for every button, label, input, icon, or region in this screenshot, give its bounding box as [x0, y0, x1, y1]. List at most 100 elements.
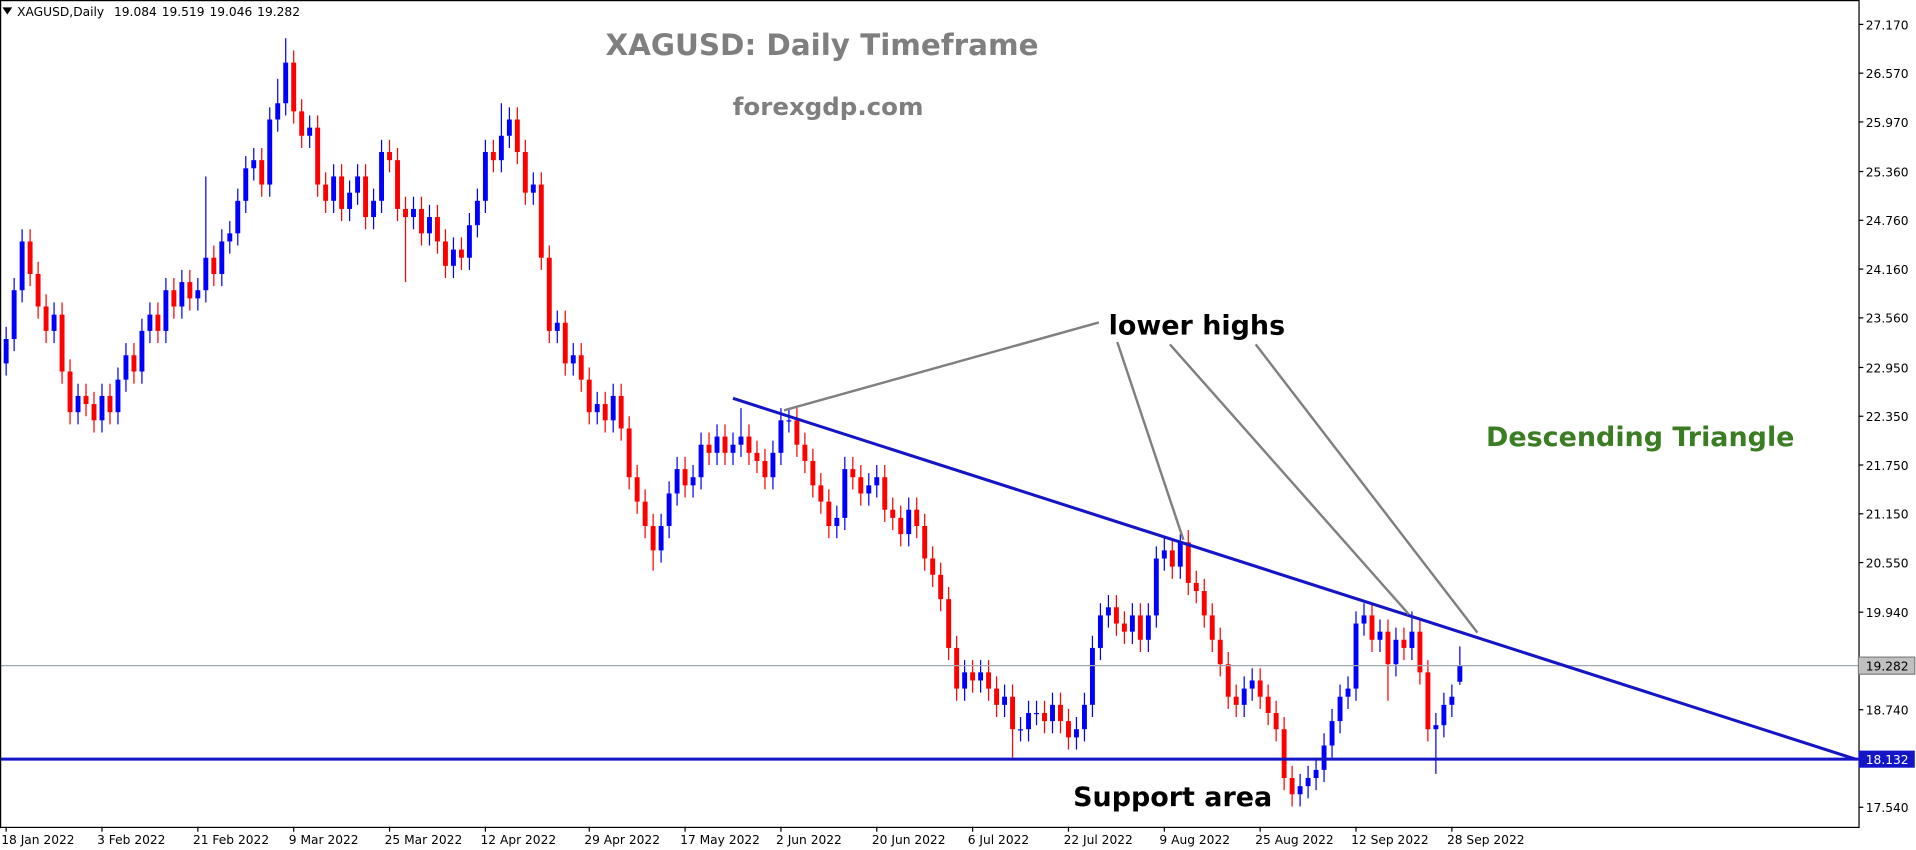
candle-body: [1097, 615, 1103, 648]
candle-body: [762, 460, 768, 478]
candle-body: [1193, 582, 1199, 592]
y-tick-label: 24.760: [1866, 214, 1909, 228]
candle-body: [83, 395, 89, 405]
candle-body: [163, 290, 169, 331]
x-tick-label: 20 Jun 2022: [872, 833, 946, 847]
candle-body: [458, 249, 464, 258]
y-tick-label: 21.150: [1866, 508, 1909, 522]
candle-body: [123, 355, 129, 380]
candle-body: [1121, 623, 1127, 632]
candle-body: [1313, 769, 1319, 779]
x-tick-label: 9 Mar 2022: [289, 833, 359, 847]
candle-body: [962, 672, 968, 689]
candle-body: [866, 485, 872, 494]
candle-body: [882, 477, 888, 510]
candle-body: [315, 127, 321, 185]
candle-body: [1329, 721, 1335, 746]
candle-body: [275, 103, 281, 120]
x-tick-label: 6 Jul 2022: [968, 833, 1029, 847]
candle-body: [858, 477, 864, 494]
y-tick-label: 25.970: [1866, 116, 1909, 130]
pointer-line: [1169, 343, 1410, 616]
candle-body: [307, 127, 313, 136]
candle-body: [179, 282, 185, 307]
candle-body: [259, 160, 265, 185]
candle-body: [906, 509, 912, 535]
candle-body: [267, 119, 273, 185]
candle-body: [642, 501, 648, 526]
candle-body: [810, 460, 816, 486]
candle-body: [786, 420, 792, 422]
annotation-lower-highs: lower highs: [1109, 311, 1285, 342]
candle-body: [235, 200, 241, 234]
candle-body: [1201, 591, 1207, 616]
candle-body: [994, 688, 1000, 705]
candle-body: [1113, 607, 1119, 624]
menu-arrow[interactable]: [2, 7, 13, 15]
candle-body: [3, 339, 9, 364]
candle-body: [291, 62, 297, 112]
candle-body: [570, 355, 576, 364]
candle-body: [339, 176, 345, 209]
candle-body: [1058, 704, 1063, 722]
candle-body: [67, 371, 73, 413]
candle-body: [938, 574, 944, 600]
candle-body: [51, 314, 57, 331]
candle-body: [754, 452, 760, 461]
candle-body: [1297, 786, 1303, 795]
candle-body: [914, 509, 920, 526]
candle-body: [794, 420, 800, 445]
x-tick-label: 25 Mar 2022: [385, 833, 463, 847]
y-tick-label: 20.550: [1866, 556, 1909, 570]
candle-body: [474, 200, 480, 226]
pointer-line: [1116, 341, 1185, 541]
candle-body: [1177, 542, 1183, 567]
candle-body: [1385, 631, 1391, 665]
candle-body: [35, 273, 41, 307]
candle-body: [355, 176, 361, 193]
candle-body: [1401, 639, 1407, 648]
candle-body: [466, 225, 472, 258]
candle-body: [674, 469, 680, 494]
candle-body: [411, 208, 416, 218]
candle-body: [1457, 665, 1463, 682]
candle-body: [1217, 639, 1223, 665]
candle-body: [1026, 712, 1031, 730]
candle-body: [1265, 696, 1271, 713]
candle-body: [227, 233, 233, 242]
y-tick-label: 23.560: [1866, 312, 1909, 326]
candle-body: [738, 436, 744, 445]
candle-body: [435, 217, 440, 242]
plot-frame: [0, 0, 1860, 829]
candle-body: [187, 282, 193, 299]
candle-body: [746, 436, 752, 453]
candle-body: [722, 436, 728, 453]
candle-body: [618, 395, 624, 429]
candle-body: [115, 379, 121, 413]
candle-body: [251, 160, 257, 169]
candle-body: [826, 501, 832, 526]
candle-body: [1417, 631, 1423, 673]
y-tick-label: 19.940: [1866, 606, 1909, 620]
x-tick-label: 21 Feb 2022: [193, 833, 269, 847]
annotation-pattern: Descending Triangle: [1486, 422, 1794, 453]
candle-body: [770, 452, 776, 478]
candle-body: [331, 176, 337, 201]
x-tick-label: 12 Apr 2022: [480, 833, 556, 847]
candle-body: [898, 517, 904, 535]
candle-body: [1153, 558, 1159, 616]
candle-body: [211, 257, 217, 274]
candle-body: [1018, 729, 1023, 731]
x-tick-label: 25 Aug 2022: [1255, 833, 1333, 847]
support-label-box: [1858, 750, 1915, 768]
candle-body: [562, 322, 568, 364]
candle-body: [706, 444, 712, 453]
candle-body: [1345, 688, 1351, 697]
candle-body: [1050, 704, 1055, 722]
candle-body: [283, 62, 289, 104]
candle-body: [1233, 696, 1239, 705]
y-tick-label: 25.360: [1866, 165, 1909, 179]
candle-body: [498, 135, 504, 161]
candle-body: [586, 379, 592, 413]
